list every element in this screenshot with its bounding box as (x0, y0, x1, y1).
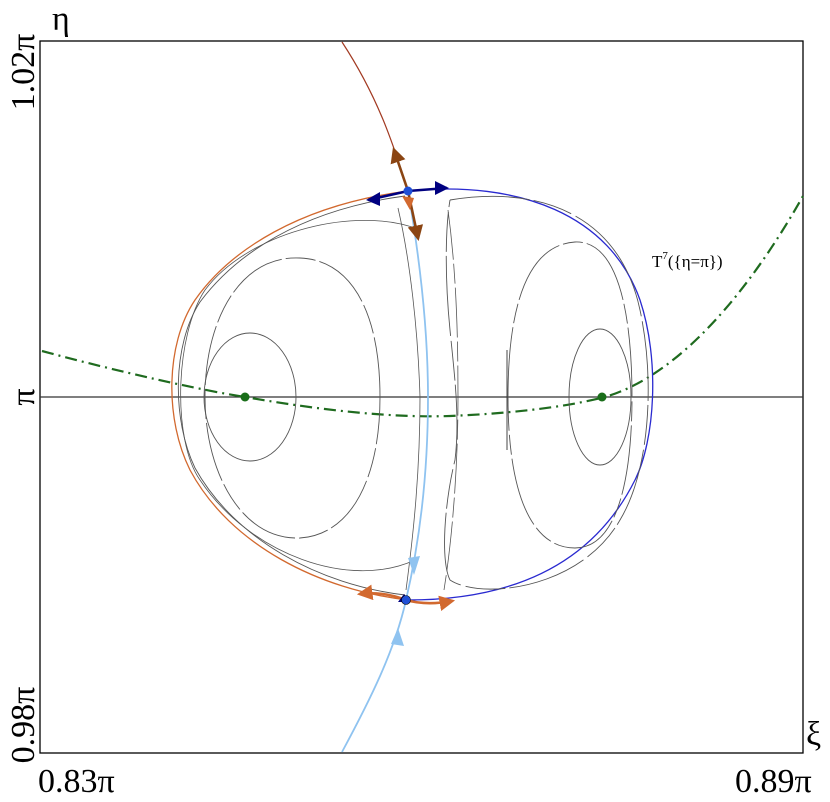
unstable-arrow-up (390, 147, 410, 192)
fixed-point-left (240, 392, 250, 402)
saddle-point-bottom (401, 595, 411, 605)
arrowhead-navy-right (435, 181, 449, 195)
arrowhead-navy-left (366, 192, 380, 206)
level-curve-right-outer (444, 195, 649, 590)
level-curve-right-middle (507, 241, 633, 549)
arrowhead-light-blue-top (408, 556, 420, 575)
t7-label-sup: 7 (662, 250, 668, 262)
y-axis-symbol: η (52, 1, 70, 38)
t7-label-T: T (652, 252, 663, 271)
level-curve-left-inner (203, 332, 297, 462)
separatrix-right (407, 188, 654, 601)
saddle-point-top (403, 186, 413, 196)
x-tick-left: 0.83π (38, 763, 115, 800)
separatrix-left (171, 190, 409, 601)
level-curve-channel-left (397, 207, 421, 591)
fixed-point-right (597, 392, 607, 402)
t7-curve (41, 195, 804, 418)
t7-label-rest: ({η=π}) (668, 252, 723, 271)
y-tick-top: 1.02π (5, 34, 42, 111)
arrowhead-light-blue-bottom (391, 628, 404, 646)
arrowhead-orange-upper-left (402, 196, 414, 210)
y-tick-bottom: 0.98π (5, 687, 42, 764)
separatrix-left-inner (177, 195, 406, 596)
unstable-arrow-right (405, 595, 456, 611)
level-curve-channel-right (443, 209, 459, 591)
manifold-light-blue (341, 190, 429, 753)
x-axis-symbol: ξ (806, 716, 821, 753)
level-curve-right-inner (568, 328, 632, 466)
level-curve-left-middle (204, 257, 381, 539)
manifold-dark-red (341, 41, 409, 192)
y-tick-mid: π (5, 388, 42, 405)
t7-label: T7({η=π}) (652, 250, 723, 271)
x-tick-right: 0.89π (735, 763, 812, 800)
level-curve-left-outer (180, 219, 421, 572)
